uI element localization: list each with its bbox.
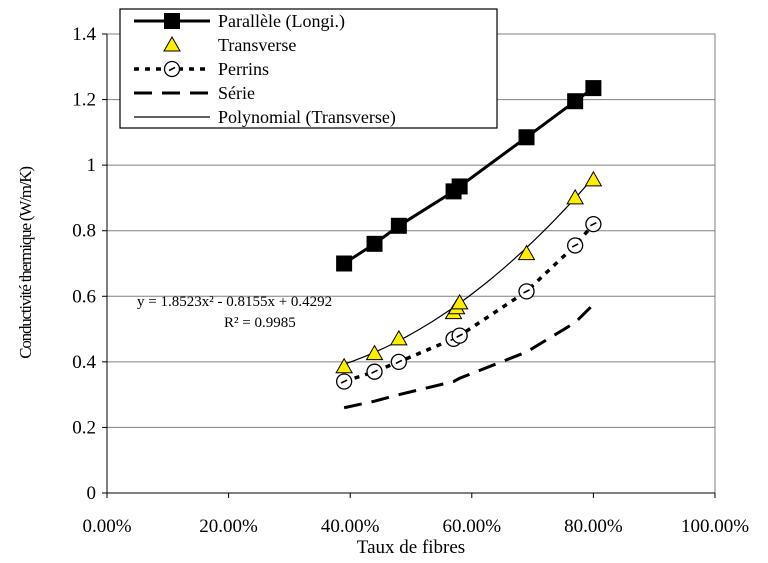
y-tick-label: 1.2: [72, 90, 96, 111]
transverse-point: [584, 170, 603, 187]
y-tick-label: 0.6: [72, 286, 96, 307]
y-axis-title: Conductivité thermique (W/m/K): [16, 167, 35, 359]
transverse-point: [517, 244, 536, 261]
trendline-r-squared: R² = 0.9985: [224, 315, 296, 331]
perrins-point-dash: [395, 359, 403, 365]
y-tick-label: 1: [87, 155, 97, 176]
transverse-point: [450, 293, 469, 310]
transverse-point: [566, 188, 585, 205]
legend-label-transverse: Transverse: [218, 35, 296, 55]
legend-swatch-parallele-marker: [164, 13, 180, 29]
transverse-point: [335, 357, 353, 374]
x-tick-label: 60.00%: [443, 516, 502, 537]
parallele-point: [567, 93, 584, 110]
x-tick-label: 20.00%: [199, 516, 258, 537]
perrins-point-dash: [523, 289, 530, 294]
transverse-point: [389, 329, 408, 346]
legend-label-parallele: Parallèle (Longi.): [218, 11, 345, 32]
perrins-point-dash: [340, 379, 348, 384]
legend-swatch-transverse: [163, 35, 181, 52]
y-tick-label: 0: [87, 483, 97, 504]
y-tick-label: 0.4: [72, 352, 96, 373]
perrins-point-dash: [571, 243, 579, 248]
x-tick-label: 0.00%: [82, 516, 131, 537]
legend-label-serie: Série: [218, 83, 255, 103]
x-axis-title: Taux de fibres: [357, 537, 465, 558]
y-tick-label: 1.4: [72, 24, 96, 45]
x-tick-label: 80.00%: [564, 516, 623, 537]
y-tick-label: 0.2: [72, 417, 96, 438]
parallele-point: [336, 255, 353, 272]
trendline-equation: y = 1.8523x² - 0.8155x + 0.4292: [137, 294, 332, 310]
series-layer: [335, 80, 603, 410]
perrins-point-dash: [590, 221, 597, 227]
perrins-point-dash: [371, 369, 378, 374]
legend-label-perrins: Perrins: [218, 59, 269, 79]
legend: Parallèle (Longi.) Transverse Perrins Série…: [119, 8, 498, 129]
gridlines: [107, 99, 715, 428]
y-tick-label: 0.8: [72, 221, 96, 242]
legend-swatch-perrins-marker-dash: [168, 66, 176, 72]
axes: 0 0.2 0.4 0.6 0.8 1 1.2 1.4 0.00% 20.00% 40.00% 60.…: [72, 24, 749, 537]
legend-label-polynomial: Polynomial (Transverse): [218, 107, 396, 128]
x-tick-label: 40.00%: [321, 516, 380, 537]
parallele-point: [390, 217, 407, 234]
parallele-point: [518, 129, 535, 146]
transverse-point: [365, 344, 384, 361]
parallele-point: [451, 178, 468, 195]
parallele-point: [366, 235, 383, 252]
x-tick-label: 100.00%: [681, 516, 749, 537]
parallele-point: [585, 80, 602, 97]
perrins-point-dash: [456, 333, 463, 338]
serie-line: [343, 303, 595, 410]
polynomial-trendline: [343, 177, 594, 365]
